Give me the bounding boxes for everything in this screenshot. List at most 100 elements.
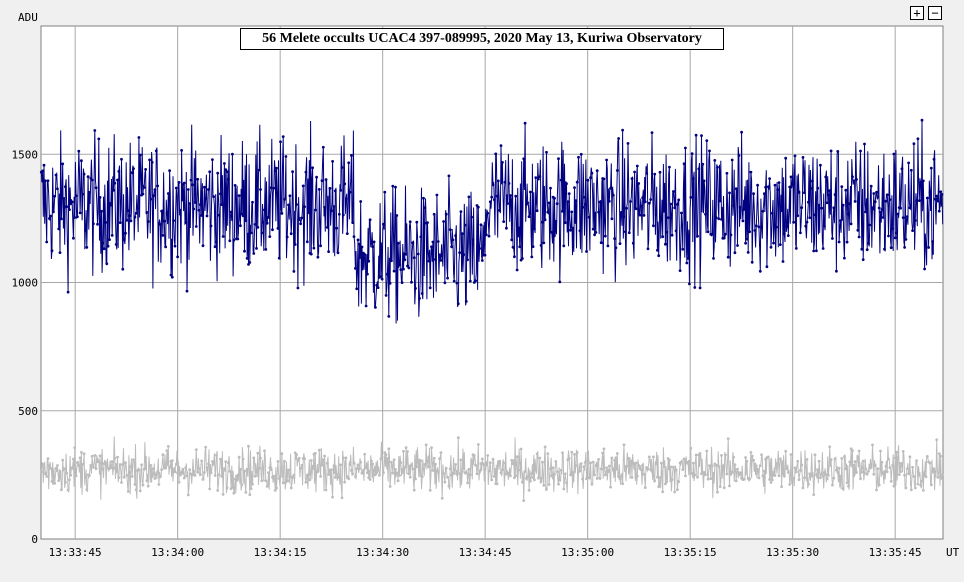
data-point: [733, 251, 737, 255]
data-point: [864, 467, 868, 471]
data-point: [487, 469, 491, 473]
data-point: [873, 200, 877, 204]
data-point: [208, 487, 212, 491]
data-point: [213, 245, 217, 249]
data-point: [690, 152, 694, 156]
data-point: [483, 253, 487, 257]
data-point: [891, 464, 894, 467]
data-point: [431, 240, 435, 244]
data-point: [483, 463, 487, 466]
data-point: [70, 467, 74, 470]
data-point: [677, 198, 681, 202]
data-point: [128, 214, 131, 218]
data-point: [865, 248, 869, 252]
data-point: [337, 212, 341, 216]
data-point: [312, 246, 316, 250]
data-point: [933, 197, 937, 201]
data-point: [688, 282, 691, 286]
data-point: [65, 205, 69, 209]
data-point: [148, 158, 152, 162]
data-point: [541, 220, 544, 224]
data-point: [356, 463, 360, 467]
data-point: [58, 476, 62, 480]
data-point: [891, 227, 894, 231]
data-point: [856, 455, 860, 459]
data-point: [535, 452, 539, 456]
data-point: [861, 459, 865, 463]
data-point: [253, 223, 257, 226]
data-point: [85, 488, 89, 492]
data-point: [819, 163, 822, 167]
data-point: [272, 186, 276, 190]
data-point: [835, 468, 838, 472]
data-point: [211, 158, 214, 162]
data-point: [126, 209, 130, 213]
data-point: [149, 197, 153, 201]
data-point: [893, 456, 897, 460]
data-point: [565, 182, 568, 186]
data-point: [925, 196, 929, 200]
data-point: [664, 242, 667, 246]
data-point: [658, 170, 662, 174]
data-point: [887, 457, 890, 461]
data-point: [803, 191, 806, 195]
data-point: [591, 227, 595, 231]
data-point: [412, 256, 416, 260]
data-point: [464, 300, 468, 303]
data-point: [566, 200, 570, 204]
data-point: [542, 241, 546, 245]
zoom-in-button[interactable]: +: [910, 6, 924, 20]
data-point: [829, 149, 833, 153]
data-point: [366, 471, 369, 475]
data-point: [848, 460, 852, 464]
data-point: [662, 465, 666, 468]
data-point: [188, 468, 192, 472]
data-point: [510, 458, 514, 462]
data-point: [434, 258, 437, 261]
data-point: [557, 482, 560, 486]
data-point: [704, 473, 707, 477]
data-point: [589, 461, 592, 465]
data-point: [428, 286, 432, 290]
data-point: [423, 463, 427, 466]
data-point: [193, 201, 197, 204]
data-point: [831, 237, 834, 240]
data-point: [281, 481, 285, 485]
data-point: [676, 203, 679, 206]
data-point: [833, 193, 837, 197]
data-point: [199, 203, 202, 207]
data-point: [531, 245, 535, 249]
data-point: [578, 229, 582, 233]
data-point: [440, 254, 444, 258]
data-point: [490, 478, 494, 482]
series-layer: [39, 118, 944, 502]
data-point: [98, 196, 102, 199]
data-point: [863, 472, 866, 475]
zoom-out-button[interactable]: −: [928, 6, 942, 20]
data-point: [529, 479, 532, 483]
data-point: [120, 157, 123, 161]
data-point: [764, 185, 767, 189]
data-point: [893, 236, 897, 240]
data-point: [845, 240, 849, 244]
data-point: [283, 460, 286, 463]
data-point: [674, 229, 678, 233]
data-point: [744, 456, 747, 459]
data-point: [443, 281, 447, 285]
data-point: [319, 475, 322, 478]
data-point: [133, 483, 137, 486]
data-point: [730, 470, 734, 474]
data-point: [546, 210, 550, 214]
data-point: [872, 192, 876, 195]
data-point: [62, 197, 66, 200]
data-point: [422, 196, 425, 200]
data-point: [398, 263, 401, 266]
data-point: [390, 460, 393, 464]
data-point: [829, 458, 833, 461]
data-point: [550, 231, 554, 234]
data-point: [513, 255, 516, 259]
data-point: [129, 465, 133, 468]
data-point: [617, 475, 620, 479]
data-point: [908, 206, 912, 210]
data-point: [625, 206, 628, 210]
